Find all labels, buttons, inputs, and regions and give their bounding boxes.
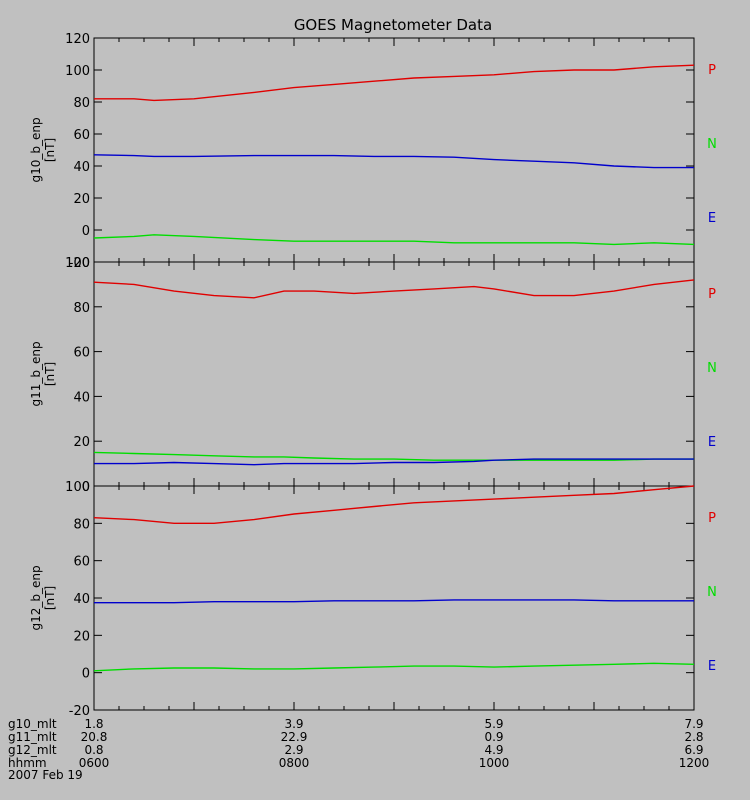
y-tick-label: 20	[73, 629, 90, 644]
legend-label-E: E	[708, 211, 716, 226]
series-line-P	[93, 279, 695, 299]
y-tick-label: 20	[73, 435, 90, 450]
footer-value: 0600	[79, 756, 110, 770]
y-tick-label: 0	[82, 224, 90, 239]
footer-value: 0.8	[84, 743, 103, 757]
chart-title: GOES Magnetometer Data	[294, 16, 492, 34]
y-axis-unit: [nT]	[43, 586, 57, 610]
legend-label-E: E	[708, 659, 716, 674]
footer-row-label: 2007 Feb 19	[8, 768, 83, 782]
series-line-E	[94, 458, 694, 466]
y-tick-label: 100	[65, 480, 90, 495]
plot-frame	[93, 485, 695, 711]
plot-frame	[93, 261, 695, 487]
y-tick-label: 0	[82, 480, 90, 495]
y-tick-label: 80	[73, 301, 90, 316]
panel-1: -20 0 20 40 60 80 100 120 g10_b_enp [nT] P N E	[29, 32, 717, 271]
y-tick-label: 0	[82, 667, 90, 682]
footer-row-label: g12_mlt	[8, 743, 57, 757]
footer-value: 7.9	[684, 717, 703, 731]
footer-value: 6.9	[684, 743, 703, 757]
y-tick-label: 60	[73, 346, 90, 361]
y-tick-label: -20	[69, 704, 90, 719]
footer-value: 1200	[679, 756, 710, 770]
series-line-P	[94, 64, 695, 102]
footer-row-label: g11_mlt	[8, 730, 57, 744]
y-axis-label: g11_b_enp	[29, 341, 43, 406]
panel-2: 0 20 40 60 80 100 g11_b_enp [nT] P N E	[29, 256, 717, 495]
footer-value: 2.9	[284, 743, 303, 757]
y-tick-label: 60	[73, 555, 90, 570]
footer-row-label: g10_mlt	[8, 717, 57, 731]
y-tick-label: 20	[73, 192, 90, 207]
y-tick-label: 40	[73, 390, 90, 405]
series-line-E	[93, 154, 694, 169]
footer-value: 0800	[279, 756, 310, 770]
panel-3: -20 0 20 40 60 80 100 g12_b_enp [nT] P N E	[29, 480, 717, 719]
y-tick-label: 40	[73, 592, 90, 607]
footer-value: 3.9	[284, 717, 303, 731]
footer-value: 20.8	[81, 730, 108, 744]
footer-value: 1000	[479, 756, 510, 770]
legend-label-P: P	[708, 511, 716, 526]
footer-value: 0.9	[484, 730, 503, 744]
footer-value: 1.8	[84, 717, 103, 731]
legend-label-N: N	[707, 361, 717, 376]
y-axis-unit: [nT]	[43, 138, 57, 162]
y-axis-label: g12_b_enp	[29, 565, 43, 630]
footer-value: 2.8	[684, 730, 703, 744]
y-tick-label: 40	[73, 160, 90, 175]
legend-label-P: P	[708, 287, 716, 302]
y-tick-label: -20	[69, 256, 90, 271]
y-tick-label: 100	[65, 64, 90, 79]
y-tick-label: 120	[65, 32, 90, 47]
y-tick-label: 60	[73, 128, 90, 143]
footer-row-label: hhmm	[8, 756, 47, 770]
footer-value: 22.9	[281, 730, 308, 744]
legend-label-P: P	[708, 63, 716, 78]
legend-label-N: N	[707, 137, 717, 152]
y-axis-label: g10_b_enp	[29, 117, 43, 182]
series-line-E	[94, 599, 694, 604]
y-tick-label: 100	[65, 256, 90, 271]
legend-label-E: E	[708, 435, 716, 450]
plot-frame	[93, 37, 695, 263]
series-line-P	[93, 485, 695, 524]
legend-label-N: N	[707, 585, 717, 600]
series-line-N	[93, 234, 695, 246]
y-tick-label: 80	[73, 96, 90, 111]
y-axis-unit: [nT]	[43, 362, 57, 386]
y-tick-label: 80	[73, 517, 90, 532]
series-line-N	[93, 662, 695, 672]
series-line-N	[93, 451, 694, 461]
footer-value: 4.9	[484, 743, 503, 757]
footer-value: 5.9	[484, 717, 503, 731]
